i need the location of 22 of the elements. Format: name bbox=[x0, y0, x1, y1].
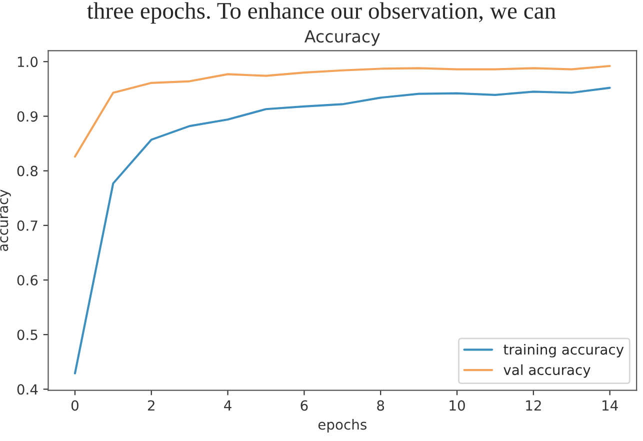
x-tick-label: 10 bbox=[450, 400, 465, 411]
chart-title: Accuracy bbox=[304, 30, 380, 46]
y-tick-label: 0.6 bbox=[17, 274, 38, 286]
x-tick-label: 4 bbox=[224, 400, 232, 411]
x-tick-label: 2 bbox=[148, 400, 154, 411]
y-tick-label: 0.8 bbox=[17, 166, 38, 176]
x-tick-label: 0 bbox=[71, 400, 78, 411]
text: three epochs. To enhance our observation, we can bbox=[87, 2, 556, 24]
y-tick-label: 0.7 bbox=[17, 220, 38, 231]
y-tick-label: 0.4 bbox=[17, 384, 38, 395]
y-axis-title: accuracy bbox=[0, 190, 11, 251]
x-tick-label: 8 bbox=[377, 400, 384, 411]
line-series bbox=[74, 64, 611, 158]
y-tick-label: 1.0 bbox=[18, 56, 38, 68]
legend-label: training accuracy bbox=[504, 344, 624, 358]
x-tick-label: 12 bbox=[526, 400, 541, 411]
x-tick-label: 6 bbox=[300, 400, 308, 411]
x-tick-label: 14 bbox=[602, 400, 618, 411]
y-tick-label: 0.5 bbox=[17, 330, 38, 340]
legend-label: val accuracy bbox=[504, 364, 590, 378]
y-tick-label: 0.9 bbox=[17, 111, 38, 122]
x-axis-title: epochs bbox=[318, 419, 366, 432]
